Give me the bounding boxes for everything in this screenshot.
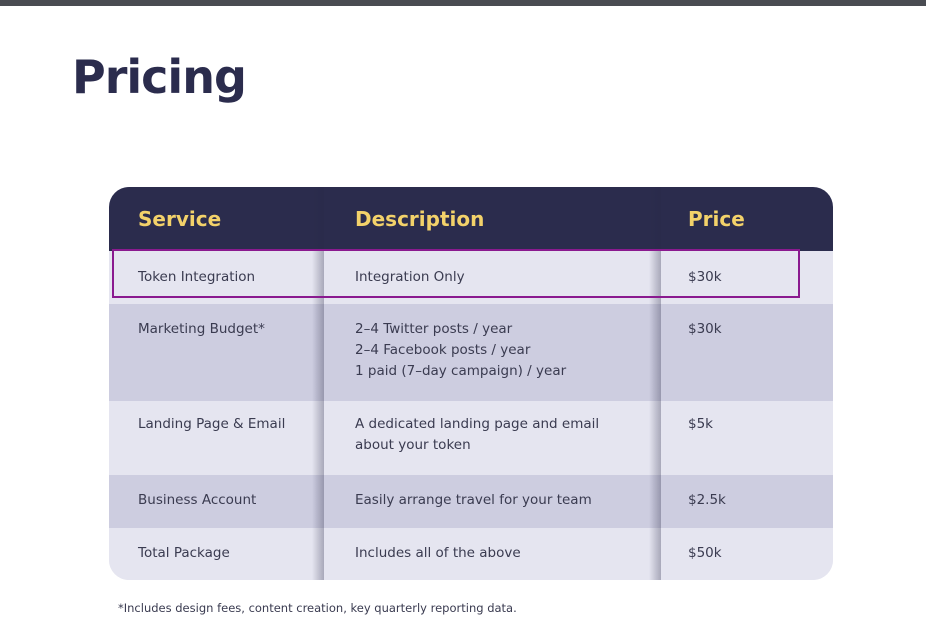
description-line: A dedicated landing page and email: [355, 416, 600, 432]
service-cell: Landing Page & Email: [138, 416, 286, 432]
description-cell: Easily arrange travel for your team: [355, 490, 592, 511]
description-cell: Integration Only: [355, 267, 465, 288]
description-cell: A dedicated landing page and email about…: [355, 414, 599, 456]
description-line: Integration Only: [355, 269, 465, 285]
row-highlight-box: [112, 249, 800, 298]
price-cell: $2.5k: [688, 492, 726, 508]
header-service: Service: [138, 207, 222, 231]
price-cell: $5k: [688, 416, 713, 432]
header-description: Description: [355, 207, 485, 231]
header-price: Price: [688, 207, 745, 231]
top-bar: [0, 0, 926, 6]
table-row: Token Integration Integration Only $30k: [109, 251, 833, 304]
description-line: Easily arrange travel for your team: [355, 492, 592, 508]
service-cell: Token Integration: [138, 269, 256, 285]
price-cell: $50k: [688, 545, 722, 561]
page-title: Pricing: [72, 50, 247, 104]
service-cell: Total Package: [138, 545, 230, 561]
price-cell: $30k: [688, 321, 722, 337]
table-row: Business Account Easily arrange travel f…: [109, 475, 833, 528]
pricing-table: Service Description Price Token Integrat…: [109, 187, 833, 580]
description-line: 2–4 Facebook posts / year: [355, 342, 531, 358]
table-header: Service Description Price: [109, 187, 833, 251]
description-line: 2–4 Twitter posts / year: [355, 321, 513, 337]
description-cell: 2–4 Twitter posts / year 2–4 Facebook po…: [355, 319, 566, 382]
service-cell: Marketing Budget*: [138, 321, 265, 337]
description-line: Includes all of the above: [355, 545, 521, 561]
description-cell: Includes all of the above: [355, 543, 521, 564]
footnote: *Includes design fees, content creation,…: [118, 601, 517, 615]
service-cell: Business Account: [138, 492, 257, 508]
table-row: Marketing Budget* 2–4 Twitter posts / ye…: [109, 304, 833, 401]
table-row: Total Package Includes all of the above …: [109, 528, 833, 580]
description-line: about your token: [355, 437, 471, 453]
price-cell: $30k: [688, 269, 722, 285]
description-line: 1 paid (7–day campaign) / year: [355, 363, 567, 379]
table-row: Landing Page & Email A dedicated landing…: [109, 401, 833, 475]
